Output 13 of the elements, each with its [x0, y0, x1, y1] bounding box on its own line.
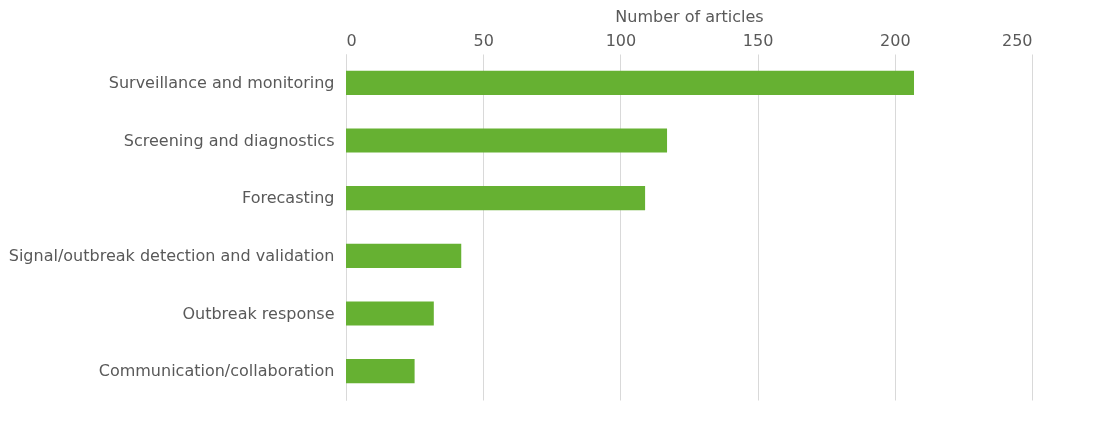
- y-tick-label: Screening and diagnostics: [123, 130, 335, 150]
- x-tick-label: 50: [473, 30, 494, 50]
- y-tick-label: Signal/outbreak detection and validation: [8, 245, 335, 265]
- y-tick-label: Surveillance and monitoring: [108, 72, 335, 92]
- y-tick-label: Outbreak response: [182, 303, 335, 323]
- x-axis-title: Number of articles: [615, 6, 764, 26]
- x-tick-label: 200: [880, 30, 911, 50]
- x-tick-label: 0: [346, 30, 357, 50]
- x-tick-label: 250: [1001, 30, 1033, 50]
- y-tick-label: Communication/collaboration: [98, 361, 335, 381]
- y-tick-label: Forecasting: [242, 188, 335, 208]
- x-tick-label: 150: [742, 30, 774, 50]
- x-tick-label: 100: [605, 30, 637, 50]
